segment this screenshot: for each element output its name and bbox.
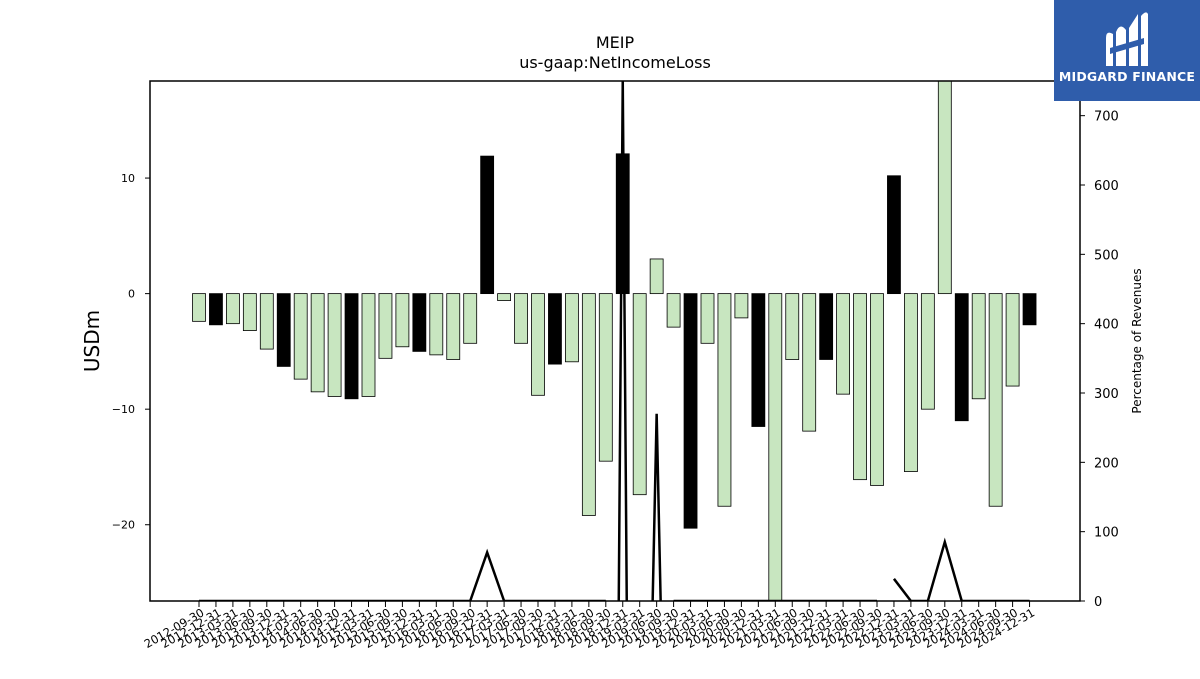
bar-2021-12-31 xyxy=(819,293,834,360)
y-axis-label: USDm xyxy=(80,310,104,372)
logo-mark-icon xyxy=(1106,12,1148,67)
bar-2015-09-30 xyxy=(395,293,410,348)
bar-2019-06-30 xyxy=(649,258,664,295)
bar-2015-06-30 xyxy=(378,293,393,359)
bar-2021-03-31 xyxy=(768,293,783,601)
bar-2013-03-31 xyxy=(225,293,240,325)
bar-2022-09-30 xyxy=(870,293,884,486)
bar-2014-03-31 xyxy=(293,293,308,380)
bar-2014-09-30 xyxy=(327,293,342,397)
line-group xyxy=(199,81,1030,601)
bar-2017-03-31 xyxy=(497,293,512,301)
bar-2012-12-31 xyxy=(209,293,223,326)
bar-2020-12-31 xyxy=(751,293,766,427)
y-tick-label: −20 xyxy=(112,519,135,532)
y2-tick-label: 500 xyxy=(1094,248,1119,263)
bar-2020-06-30 xyxy=(717,293,732,507)
bar-2017-12-31 xyxy=(548,293,562,365)
bar-2016-06-30 xyxy=(446,293,461,360)
bar-2021-09-30 xyxy=(802,293,817,432)
bar-2023-12-31 xyxy=(954,293,969,422)
bar-2018-03-31 xyxy=(565,293,579,363)
bar-2016-03-31 xyxy=(429,293,444,356)
y-tick-label: 10 xyxy=(121,172,135,185)
bar-2022-12-31 xyxy=(887,175,901,295)
bar-2016-09-30 xyxy=(463,293,478,344)
bar-2024-03-31 xyxy=(971,293,986,400)
y2-tick-label: 400 xyxy=(1094,318,1119,333)
bar-2020-09-30 xyxy=(734,293,749,319)
y2-tick-label: 300 xyxy=(1094,387,1119,402)
bar-2017-06-30 xyxy=(514,293,528,344)
bar-2020-03-31 xyxy=(700,293,715,344)
bar-2023-03-31 xyxy=(904,293,918,472)
bar-2019-12-31 xyxy=(683,293,698,529)
bar-2013-12-31 xyxy=(276,293,291,367)
y2-tick-label: 100 xyxy=(1094,526,1119,541)
y-tick-label: 0 xyxy=(128,288,135,301)
bar-2015-03-31 xyxy=(361,293,376,397)
line-segment-0 xyxy=(199,548,606,601)
plot-frame xyxy=(149,80,1081,602)
y2-axis-label: Percentage of Revenues xyxy=(1130,268,1144,413)
axes-group: −20−1001001002003004005006007002012-09-3… xyxy=(112,80,1119,651)
bar-2024-09-30 xyxy=(1005,293,1020,387)
chart-subtitle: us-gaap:NetIncomeLoss xyxy=(519,53,711,72)
bar-2019-09-30 xyxy=(666,293,681,328)
bar-2017-09-30 xyxy=(531,293,545,396)
bar-2018-09-30 xyxy=(598,293,613,462)
bar-2024-06-30 xyxy=(988,293,1003,507)
bar-2014-06-30 xyxy=(310,293,325,393)
midgard-finance-logo: MIDGARD FINANCE xyxy=(1054,0,1200,101)
bars-group xyxy=(192,81,1037,601)
bar-2014-12-31 xyxy=(344,293,359,400)
bar-2023-09-30 xyxy=(937,81,952,295)
bar-2013-06-30 xyxy=(242,293,257,331)
bar-2022-06-30 xyxy=(853,293,867,481)
line-spike-1 xyxy=(651,413,662,601)
bar-2021-06-30 xyxy=(785,293,800,360)
y2-tick-label: 0 xyxy=(1094,595,1102,610)
bar-2024-12-31 xyxy=(1022,293,1037,326)
bar-2013-09-30 xyxy=(259,293,274,350)
chart-title: MEIP xyxy=(596,33,635,52)
y2-tick-label: 200 xyxy=(1094,456,1119,471)
y2-tick-label: 700 xyxy=(1094,110,1119,125)
bar-2012-09-30 xyxy=(192,293,206,322)
logo-text: MIDGARD FINANCE xyxy=(1058,69,1196,84)
bar-2018-06-30 xyxy=(581,293,596,516)
bar-2016-12-31 xyxy=(480,155,495,295)
line-spike-0 xyxy=(617,81,628,601)
bar-2019-03-31 xyxy=(632,293,647,496)
bar-2022-03-31 xyxy=(836,293,850,395)
bar-2023-06-30 xyxy=(920,293,935,410)
bar-2015-12-31 xyxy=(412,293,427,352)
line-segment-5 xyxy=(892,537,1030,601)
y-tick-label: −10 xyxy=(112,403,135,416)
y2-tick-label: 600 xyxy=(1094,179,1119,194)
